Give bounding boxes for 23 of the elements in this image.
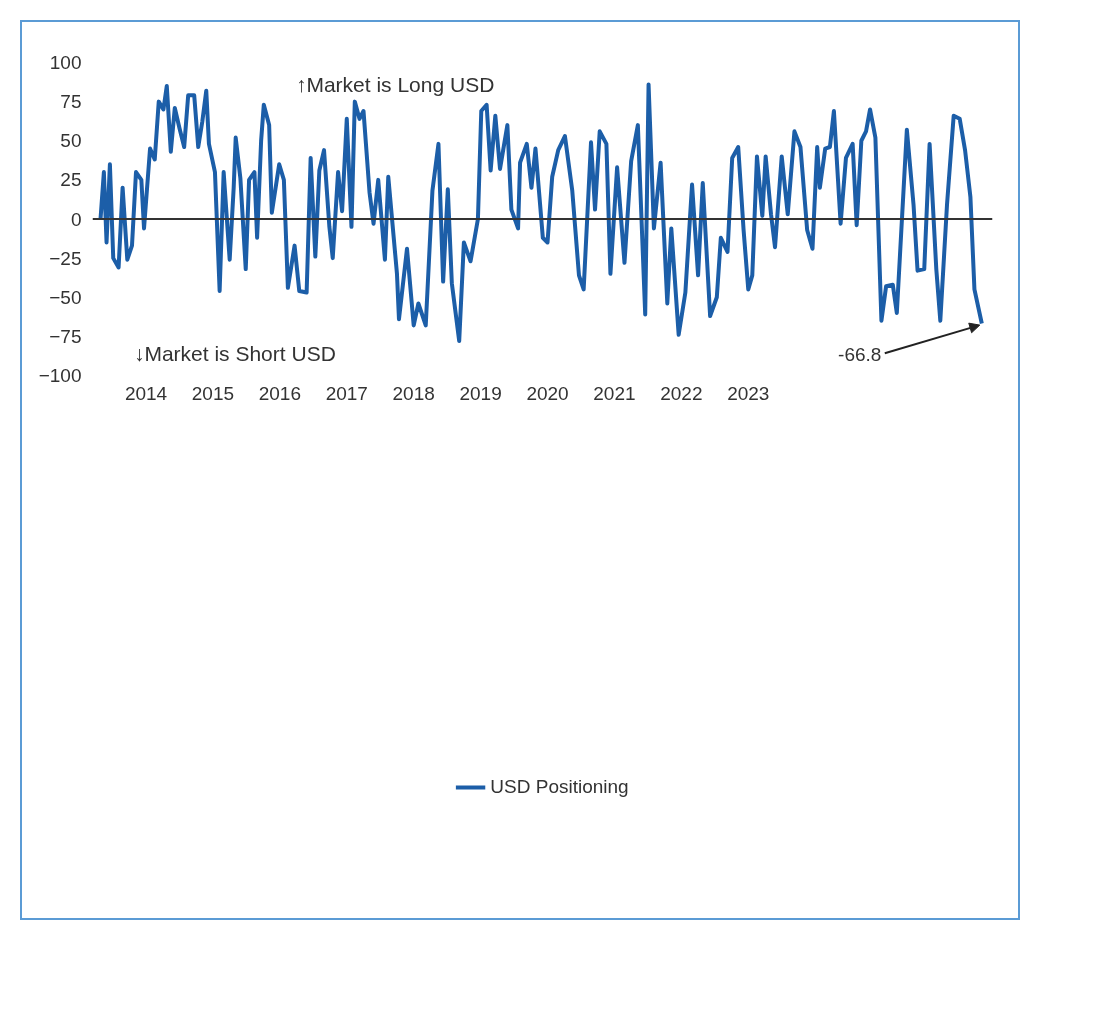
y-tick-label: 0 xyxy=(70,208,82,230)
x-tick-label: 2018 xyxy=(392,382,435,404)
x-tick-label: 2022 xyxy=(660,382,703,404)
legend-label: USD Positioning xyxy=(490,775,629,798)
y-tick-label: −50 xyxy=(49,286,82,308)
annotation: ↑Market is Long USD xyxy=(295,72,495,96)
x-tick-label: 2014 xyxy=(124,382,168,404)
y-tick-label: −75 xyxy=(49,325,82,347)
y-tick-label: 25 xyxy=(60,169,82,191)
annotation: -66.8 xyxy=(838,344,882,366)
y-tick-label: 100 xyxy=(49,52,82,73)
y-tick-label: 75 xyxy=(60,91,82,113)
x-tick-label: 2019 xyxy=(459,382,502,404)
x-tick-label: 2020 xyxy=(526,382,569,404)
annotation: ↓Market is Short USD xyxy=(133,342,336,366)
y-tick-label: 50 xyxy=(60,130,82,152)
x-tick-label: 2015 xyxy=(191,382,235,404)
y-tick-label: −100 xyxy=(38,365,82,386)
x-tick-label: 2016 xyxy=(258,382,302,404)
x-tick-label: 2021 xyxy=(593,382,636,404)
x-tick-label: 2017 xyxy=(325,382,368,404)
y-tick-label: −25 xyxy=(49,247,82,269)
x-tick-label: 2023 xyxy=(727,382,770,404)
